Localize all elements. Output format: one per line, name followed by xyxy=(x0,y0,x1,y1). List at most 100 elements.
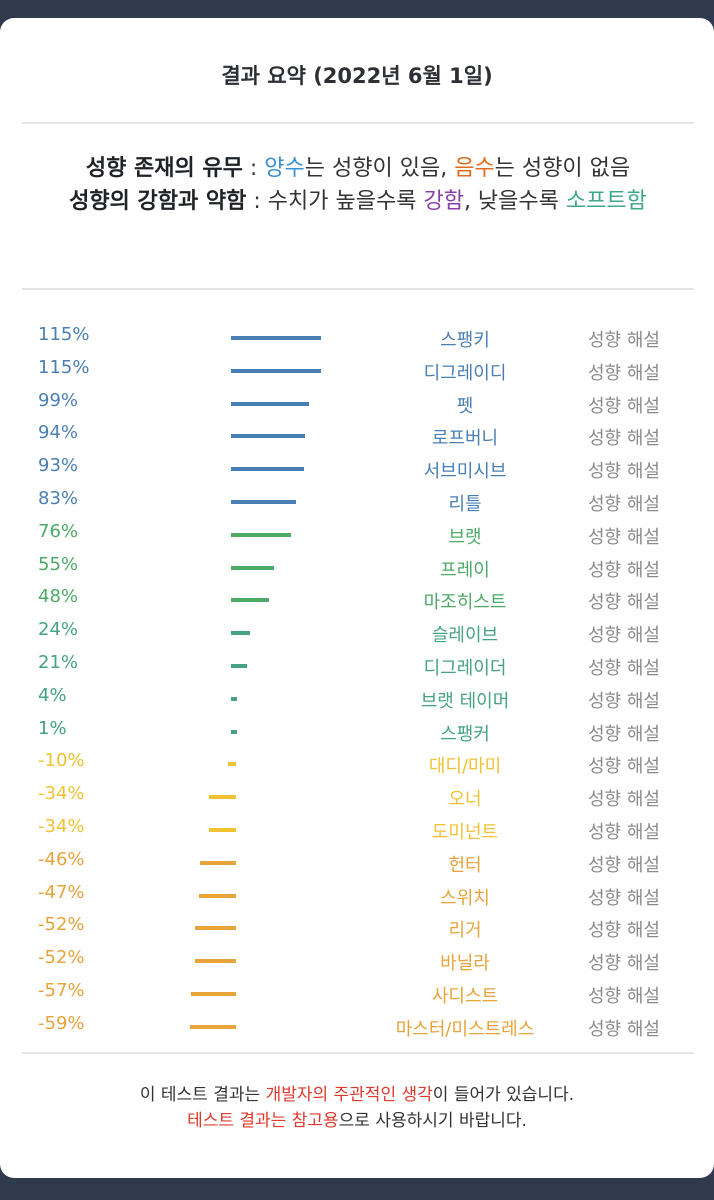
trait-explain-link[interactable]: 성향 해설 xyxy=(588,395,660,417)
value-bar xyxy=(231,696,237,701)
trait-explain-link[interactable]: 성향 해설 xyxy=(588,658,660,679)
trait-name: 디그레이더 xyxy=(423,658,507,679)
result-row: 48% 마조히스트 성향 해설 xyxy=(0,584,714,617)
result-row: 115% 스팽키 성향 해설 xyxy=(0,322,714,355)
trait-name: 오너 xyxy=(448,789,482,811)
trait-explain-link[interactable]: 성향 해설 xyxy=(588,362,660,384)
footer-highlight: 개발자의 주관적인 생각 xyxy=(265,1085,433,1105)
percent-label: -34% xyxy=(38,816,85,837)
legend-negative: 음수 xyxy=(454,156,495,181)
trait-explain-link[interactable]: 성향 해설 xyxy=(588,461,660,483)
page-title: 결과 요약 (2022년 6월 1일) xyxy=(221,64,493,88)
value-bar xyxy=(195,926,236,931)
trait-name: 프레이 xyxy=(440,559,490,581)
legend-strong: 강함 xyxy=(423,189,464,214)
result-row: -47% 스위치 성향 해설 xyxy=(0,880,714,913)
trait-explain-link[interactable]: 성향 해설 xyxy=(588,953,660,975)
trait-name: 헌터 xyxy=(448,854,482,876)
value-bar xyxy=(209,828,236,832)
percent-label: 115% xyxy=(38,324,90,345)
legend-presence-label: 성향 존재의 유무 xyxy=(85,156,243,181)
trait-explain-link[interactable]: 성향 해설 xyxy=(588,1018,660,1040)
percent-label: 115% xyxy=(38,356,90,378)
trait-explain-link[interactable]: 성향 해설 xyxy=(588,330,660,351)
trait-explain-link[interactable]: 성향 해설 xyxy=(588,723,660,745)
trait-name: 도미넌트 xyxy=(431,822,499,843)
trait-explain-link[interactable]: 성향 해설 xyxy=(588,854,660,876)
footer-highlight: 테스트 결과는 참고용 xyxy=(187,1111,339,1131)
trait-explain-link[interactable]: 성향 해설 xyxy=(588,789,660,811)
trait-explain-link[interactable]: 성향 해설 xyxy=(588,986,660,1007)
result-row: -59% 마스터/미스트레스 성향 해설 xyxy=(0,1011,714,1044)
trait-explain-link[interactable]: 성향 해설 xyxy=(588,822,660,843)
result-row: 4% 브랫 테이머 성향 해설 xyxy=(0,683,714,716)
value-bar xyxy=(231,565,275,570)
trait-name: 디그레이디 xyxy=(423,362,507,384)
percent-label: -34% xyxy=(38,783,85,805)
trait-explain-link[interactable]: 성향 해설 xyxy=(588,887,660,909)
trait-name: 바닐라 xyxy=(440,953,490,975)
value-bar xyxy=(231,434,305,439)
result-row: -52% 바닐라 성향 해설 xyxy=(0,945,714,978)
result-row: -34% 도미넌트 성향 해설 xyxy=(0,814,714,847)
trait-explain-link[interactable]: 성향 해설 xyxy=(588,559,660,581)
result-row: 76% 브랫 성향 해설 xyxy=(0,519,714,552)
trait-name: 스위치 xyxy=(440,887,490,909)
legend-negative-rest: 는 성향이 없음 xyxy=(494,156,631,181)
result-row: 55% 프레이 성향 해설 xyxy=(0,552,714,585)
divider xyxy=(22,288,694,290)
trait-explain-link[interactable]: 성향 해설 xyxy=(588,756,660,778)
legend-strength-label: 성향의 강함과 약함 xyxy=(69,189,247,214)
trait-explain-link[interactable]: 성향 해설 xyxy=(588,592,660,614)
trait-explain-link[interactable]: 성향 해설 xyxy=(588,428,660,450)
result-row: 94% 로프버니 성향 해설 xyxy=(0,420,714,453)
result-row: -34% 오너 성향 해설 xyxy=(0,781,714,814)
result-row: 99% 펫 성향 해설 xyxy=(0,388,714,421)
value-bar xyxy=(231,467,304,472)
trait-explain-link[interactable]: 성향 해설 xyxy=(588,920,660,942)
value-bar xyxy=(209,795,236,800)
legend-positive-rest: 는 성향이 있음, xyxy=(304,156,455,181)
footer-text: 이 들어가 있습니다. xyxy=(432,1085,575,1105)
legend-sep-2: : 수치가 높을수록 xyxy=(246,189,424,214)
value-bar xyxy=(231,368,322,373)
trait-name: 리거 xyxy=(448,920,482,942)
percent-label: -46% xyxy=(38,848,85,870)
footer-line-1: 이 테스트 결과는 개발자의 주관적인 생각이 들어가 있습니다. xyxy=(0,1082,714,1108)
percent-label: 83% xyxy=(38,488,79,509)
trait-explain-link[interactable]: 성향 해설 xyxy=(588,494,660,515)
legend-soft: 소프트함 xyxy=(565,189,647,214)
trait-name: 대디/마미 xyxy=(428,756,502,778)
percent-label: 93% xyxy=(38,455,79,477)
footer-text: 이 테스트 결과는 xyxy=(139,1085,266,1105)
legend-mid: , 낮을수록 xyxy=(463,189,566,214)
footer-line-2: 테스트 결과는 참고용으로 사용하시기 바랍니다. xyxy=(0,1108,714,1134)
trait-name: 리틀 xyxy=(448,494,482,515)
trait-name: 스팽커 xyxy=(440,723,490,745)
value-bar xyxy=(199,893,236,898)
legend-line-1: 성향 존재의 유무 : 양수는 성향이 있음, 음수는 성향이 없음 xyxy=(22,152,694,185)
percent-label: 1% xyxy=(38,717,67,739)
result-card: 결과 요약 (2022년 6월 1일) 성향 존재의 유무 : 양수는 성향이 … xyxy=(0,18,714,1178)
divider xyxy=(22,122,694,124)
trait-explain-link[interactable]: 성향 해설 xyxy=(588,526,660,548)
value-bar xyxy=(231,401,309,406)
footer-note: 이 테스트 결과는 개발자의 주관적인 생각이 들어가 있습니다. 테스트 결과… xyxy=(0,1082,714,1134)
percent-label: -52% xyxy=(38,947,85,969)
trait-explain-link[interactable]: 성향 해설 xyxy=(588,690,660,712)
percent-label: 21% xyxy=(38,652,79,673)
percent-label: 4% xyxy=(38,684,67,706)
result-row: 83% 리틀 성향 해설 xyxy=(0,486,714,519)
trait-name: 브랫 테이머 xyxy=(420,690,510,712)
value-bar xyxy=(231,598,269,603)
percent-label: -10% xyxy=(38,750,85,772)
value-bar xyxy=(231,631,250,636)
percent-label: 99% xyxy=(38,389,79,411)
footer-text: 으로 사용하시기 바랍니다. xyxy=(338,1111,527,1131)
result-row: 93% 서브미시브 성향 해설 xyxy=(0,453,714,486)
value-bar xyxy=(199,860,236,865)
value-bar xyxy=(231,729,237,734)
legend: 성향 존재의 유무 : 양수는 성향이 있음, 음수는 성향이 없음 성향의 강… xyxy=(22,152,694,218)
value-bar xyxy=(231,500,297,504)
trait-explain-link[interactable]: 성향 해설 xyxy=(588,625,660,647)
